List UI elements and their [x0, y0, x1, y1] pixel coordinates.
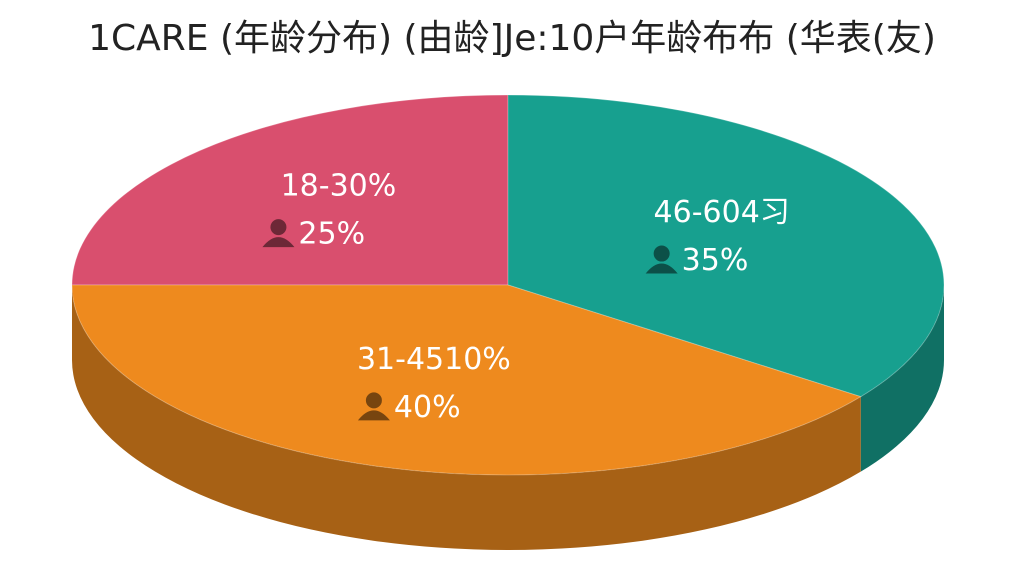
person-icon [357, 392, 390, 421]
slice [507, 94, 945, 398]
slice-side [860, 285, 944, 472]
slice-category: 46-604习 [654, 195, 790, 230]
person-icon [645, 245, 678, 274]
icon-head [653, 245, 670, 262]
icon-body [262, 237, 295, 248]
slice [71, 284, 862, 476]
icon-head [270, 219, 287, 236]
slice-value-label: 25% [298, 217, 365, 252]
slice-value-label: 40% [394, 390, 461, 425]
slice-side [72, 285, 861, 550]
chart-title: 1CARE (年龄分布) (由龄]Je:10户年龄布布 (华表(友) [88, 18, 936, 59]
slice-category: 31-4510% [357, 342, 511, 377]
person-icon [262, 219, 295, 248]
slice-value-label: 35% [682, 243, 749, 278]
icon-body [357, 410, 390, 421]
icon-head [365, 392, 382, 409]
slice [71, 94, 509, 286]
slice-category: 18-30% [281, 169, 397, 204]
icon-body [645, 263, 678, 274]
